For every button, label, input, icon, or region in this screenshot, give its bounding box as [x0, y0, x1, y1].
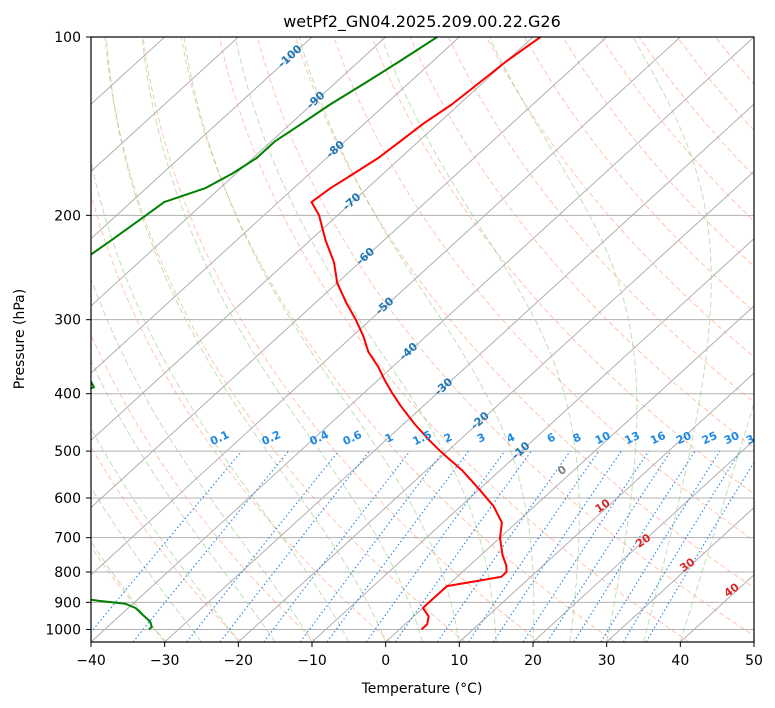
- mixing-ratio-line: [573, 450, 696, 642]
- isotherm-line: [91, 37, 534, 442]
- moist-adiabat: [183, 37, 460, 642]
- isotherm-line: [237, 170, 754, 642]
- plot-frame: [90, 36, 755, 643]
- mixing-ratio-label: 10: [593, 429, 613, 447]
- dry-adiabat: [104, 37, 466, 642]
- x-tick-label: 0: [381, 653, 390, 669]
- mixing-ratio-line: [299, 450, 445, 642]
- mixing-ratio-label: 20: [674, 429, 694, 447]
- x-axis: −40 −30 −20 −10 0 10 20 30 40 50: [76, 642, 763, 669]
- y-tick-label: 200: [54, 208, 81, 224]
- mixing-ratio-lines: [91, 450, 754, 642]
- y-tick-label: 800: [54, 565, 81, 581]
- x-tick-label: 40: [671, 653, 689, 669]
- mixing-ratio-line: [91, 450, 243, 633]
- dry-adiabat: [295, 37, 754, 589]
- y-tick-label: 400: [54, 387, 81, 403]
- isotherm-line: [91, 37, 387, 307]
- isotherm-line: [91, 37, 608, 509]
- y-tick-label: 900: [54, 595, 81, 611]
- isotherm-line: [91, 37, 460, 374]
- x-tick-label: −40: [76, 653, 106, 669]
- mixing-ratio-line: [132, 450, 290, 642]
- mixing-ratio-line: [546, 450, 672, 642]
- mixing-ratio-label: 16: [648, 429, 668, 447]
- x-tick-label: −10: [297, 653, 327, 669]
- y-axis-title: Pressure (hPa): [12, 289, 28, 389]
- isotherm-line: [91, 37, 239, 173]
- dry-adiabat: [371, 37, 754, 495]
- chart-title: wetPf2_GN04.2025.209.00.22.G26: [283, 12, 561, 32]
- isotherm-line: [532, 439, 754, 642]
- mixing-ratio-line: [326, 450, 469, 642]
- y-tick-label: 300: [54, 313, 81, 329]
- x-tick-label: −20: [224, 653, 254, 669]
- mixing-ratio-line: [436, 450, 571, 642]
- isotherm-line: [606, 506, 754, 642]
- isotherm-line: [385, 305, 754, 642]
- x-tick-label: 10: [450, 653, 468, 669]
- x-tick-label: 30: [598, 653, 616, 669]
- x-tick-label: −30: [150, 653, 180, 669]
- y-tick-label: 500: [54, 444, 81, 460]
- y-tick-label: 1000: [45, 622, 81, 638]
- plot-area: -100-90-80-70-60-50-40-30-20-100.1 0.2 0.4…: [91, 37, 764, 642]
- moist-adiabat: [105, 37, 387, 642]
- mixing-ratio-line: [186, 450, 340, 642]
- mixing-ratio-line: [622, 450, 741, 642]
- mixing-ratio-label: 30: [722, 429, 742, 447]
- mixing-ratio-line: [394, 450, 532, 642]
- moist-adiabat: [679, 401, 754, 642]
- isobars: [91, 37, 754, 630]
- mixing-ratio-label: 36: [744, 429, 764, 447]
- dry-adiabat: [142, 37, 541, 642]
- moist-adiabats: [91, 37, 754, 642]
- isotherms: [91, 37, 754, 642]
- mixing-ratio-line: [492, 450, 622, 642]
- dry-adiabat: [447, 37, 754, 403]
- dry-adiabat: [91, 445, 242, 642]
- moist-adiabat: [234, 37, 497, 642]
- moist-adiabat: [141, 37, 423, 642]
- dry-adiabat: [180, 37, 615, 642]
- y-tick-label: 600: [54, 491, 81, 507]
- mixing-ratio-line: [263, 450, 411, 642]
- isotherm-line: [91, 37, 754, 642]
- isotherm-line: [91, 37, 313, 240]
- y-tick-label: 700: [54, 531, 81, 547]
- mixing-ratio-line: [522, 450, 650, 642]
- mixing-ratio-label: 13: [623, 429, 642, 447]
- mixing-ratio-label: 25: [700, 429, 719, 447]
- moist-adiabat: [380, 37, 580, 642]
- y-tick-label: 100: [54, 30, 81, 46]
- x-tick-label: 20: [524, 653, 542, 669]
- isotherm-line: [91, 37, 681, 576]
- moist-adiabat: [91, 158, 350, 642]
- isotherm-line: [458, 372, 754, 642]
- moist-adiabat: [91, 359, 276, 642]
- dry-adiabat: [218, 37, 690, 642]
- mixing-ratio-line: [468, 450, 600, 642]
- y-axis: 100 200 300 400 500 600 700 800 900 1000: [45, 30, 91, 638]
- sounding-profiles: [91, 37, 541, 631]
- temperature-profile: [310, 37, 541, 631]
- dewpoint-profile: [91, 37, 438, 631]
- mixing-ratio-line: [365, 450, 506, 642]
- x-tick-label: 50: [745, 653, 763, 669]
- isotherm-line: [311, 237, 754, 642]
- moist-adiabat: [488, 37, 638, 642]
- moist-adiabat: [91, 427, 239, 642]
- x-axis-title: Temperature (°C): [361, 681, 483, 697]
- moist-adiabat: [298, 37, 535, 642]
- isotherm-line: [164, 103, 754, 642]
- dry-adiabat: [524, 37, 754, 313]
- dry-adiabat: [91, 333, 317, 642]
